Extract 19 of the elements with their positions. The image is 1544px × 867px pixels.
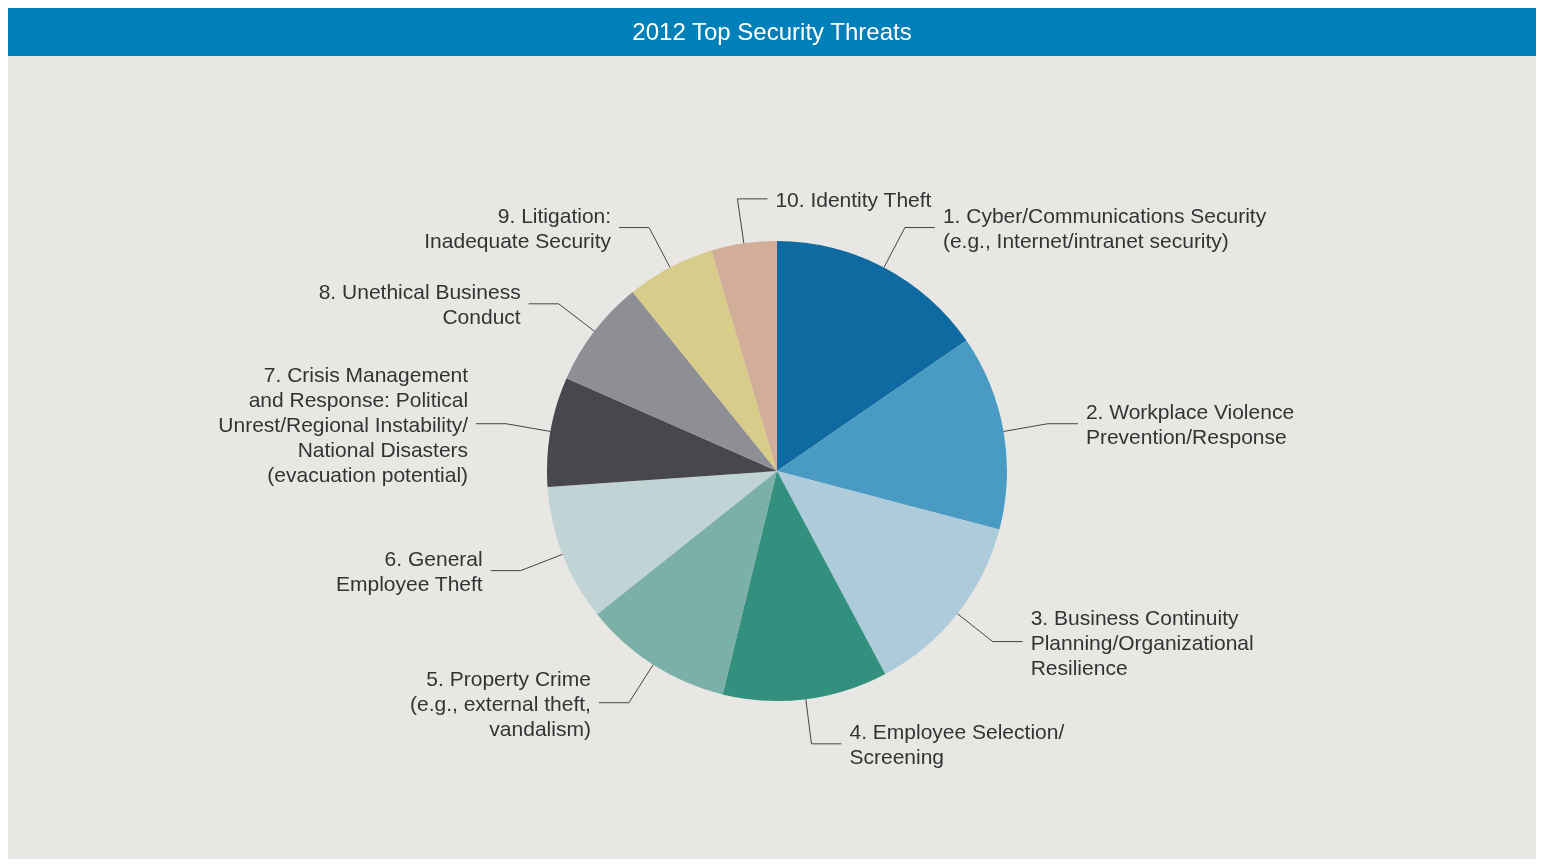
pie-slice [566,291,777,471]
pie-slice [722,471,886,701]
slice-label: 3. Business Continuity Planning/Organizational Resilience [1030,605,1254,679]
slice-label: 8. Unethical Business Conduct [318,279,521,328]
pie-slice [777,471,1000,674]
slice-label: 10. Identity Theft [775,187,932,211]
slice-label: 1. Cyber/Communications Security (e.g., Internet/intranet security) [942,203,1267,252]
slice-label: 9. Litigation: Inadequate Security [424,203,612,252]
pie-slice [547,471,777,615]
slice-label: 7. Crisis Management and Response: Political Unrest/Regional Instability/ National Disasters (evacuation potential) [218,362,469,486]
slice-label: 4. Employee Selection/ Screening [849,719,1065,768]
slice-label: 6. General Employee Theft [335,546,483,595]
slice-label: 5. Property Crime (e.g., external theft, vandalism) [409,666,591,740]
pie-slice [777,340,1007,530]
pie-slice [711,241,777,471]
chart-title: 2012 Top Security Threats [8,8,1536,56]
slice-label: 2. Workplace Violence Prevention/Response [1085,399,1295,448]
pie-slice [597,471,777,695]
pie-slice [632,250,777,471]
